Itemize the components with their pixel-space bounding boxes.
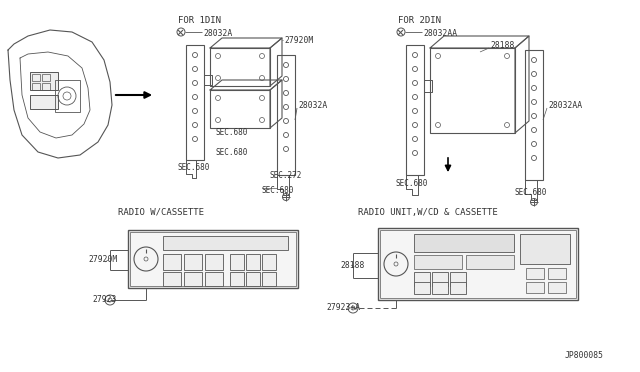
Text: 27920M: 27920M: [88, 256, 117, 264]
Bar: [42, 74, 50, 81]
Text: 28032A: 28032A: [203, 29, 232, 38]
Text: 28032A: 28032A: [298, 100, 327, 109]
Text: 27920M: 27920M: [284, 35, 313, 45]
Bar: [42, 83, 50, 90]
Text: FOR 1DIN: FOR 1DIN: [178, 16, 221, 25]
Bar: [277, 55, 295, 175]
Bar: [526, 282, 544, 293]
Text: SEC.272: SEC.272: [270, 170, 302, 180]
Bar: [205, 272, 223, 286]
Bar: [262, 272, 276, 286]
Bar: [246, 272, 260, 286]
Bar: [30, 72, 58, 90]
Bar: [186, 45, 204, 160]
Bar: [450, 272, 466, 286]
Bar: [466, 255, 514, 269]
Bar: [230, 254, 244, 270]
Bar: [246, 254, 260, 270]
Text: SEC.680: SEC.680: [177, 163, 209, 171]
Bar: [32, 74, 40, 81]
Bar: [406, 45, 424, 175]
Text: 27923: 27923: [92, 295, 116, 305]
Bar: [548, 282, 566, 293]
Bar: [414, 234, 514, 252]
Bar: [526, 268, 544, 279]
Bar: [184, 272, 202, 286]
Bar: [184, 254, 202, 270]
Bar: [262, 254, 276, 270]
Bar: [163, 254, 181, 270]
Bar: [520, 234, 570, 264]
Bar: [130, 232, 296, 286]
Text: SEC.680: SEC.680: [215, 148, 248, 157]
Bar: [430, 48, 515, 133]
Bar: [163, 236, 288, 250]
Bar: [210, 90, 270, 128]
Text: SEC.680: SEC.680: [262, 186, 294, 195]
Bar: [450, 282, 466, 294]
Text: 27923+A: 27923+A: [326, 304, 360, 312]
Bar: [548, 268, 566, 279]
Text: RADIO UNIT,W/CD & CASSETTE: RADIO UNIT,W/CD & CASSETTE: [358, 208, 498, 217]
Text: SEC.680: SEC.680: [515, 187, 547, 196]
Bar: [210, 48, 270, 86]
Bar: [55, 80, 80, 112]
Bar: [432, 272, 448, 286]
Text: FOR 2DIN: FOR 2DIN: [398, 16, 441, 25]
Bar: [128, 230, 298, 288]
Bar: [414, 272, 430, 286]
Text: JP800085: JP800085: [565, 350, 604, 359]
Bar: [30, 95, 58, 109]
Text: 28188: 28188: [490, 41, 515, 49]
Bar: [32, 83, 40, 90]
Bar: [163, 272, 181, 286]
Bar: [432, 282, 448, 294]
Text: RADIO W/CASSETTE: RADIO W/CASSETTE: [118, 208, 204, 217]
Text: 28188: 28188: [340, 260, 364, 269]
Bar: [414, 282, 430, 294]
Bar: [230, 272, 244, 286]
Text: 28032AA: 28032AA: [423, 29, 457, 38]
Text: SEC.680: SEC.680: [396, 179, 428, 187]
Bar: [205, 254, 223, 270]
Bar: [414, 255, 462, 269]
Bar: [378, 228, 578, 300]
Bar: [525, 50, 543, 180]
Text: SEC.680: SEC.680: [215, 128, 248, 137]
Text: 28032AA: 28032AA: [548, 100, 582, 109]
